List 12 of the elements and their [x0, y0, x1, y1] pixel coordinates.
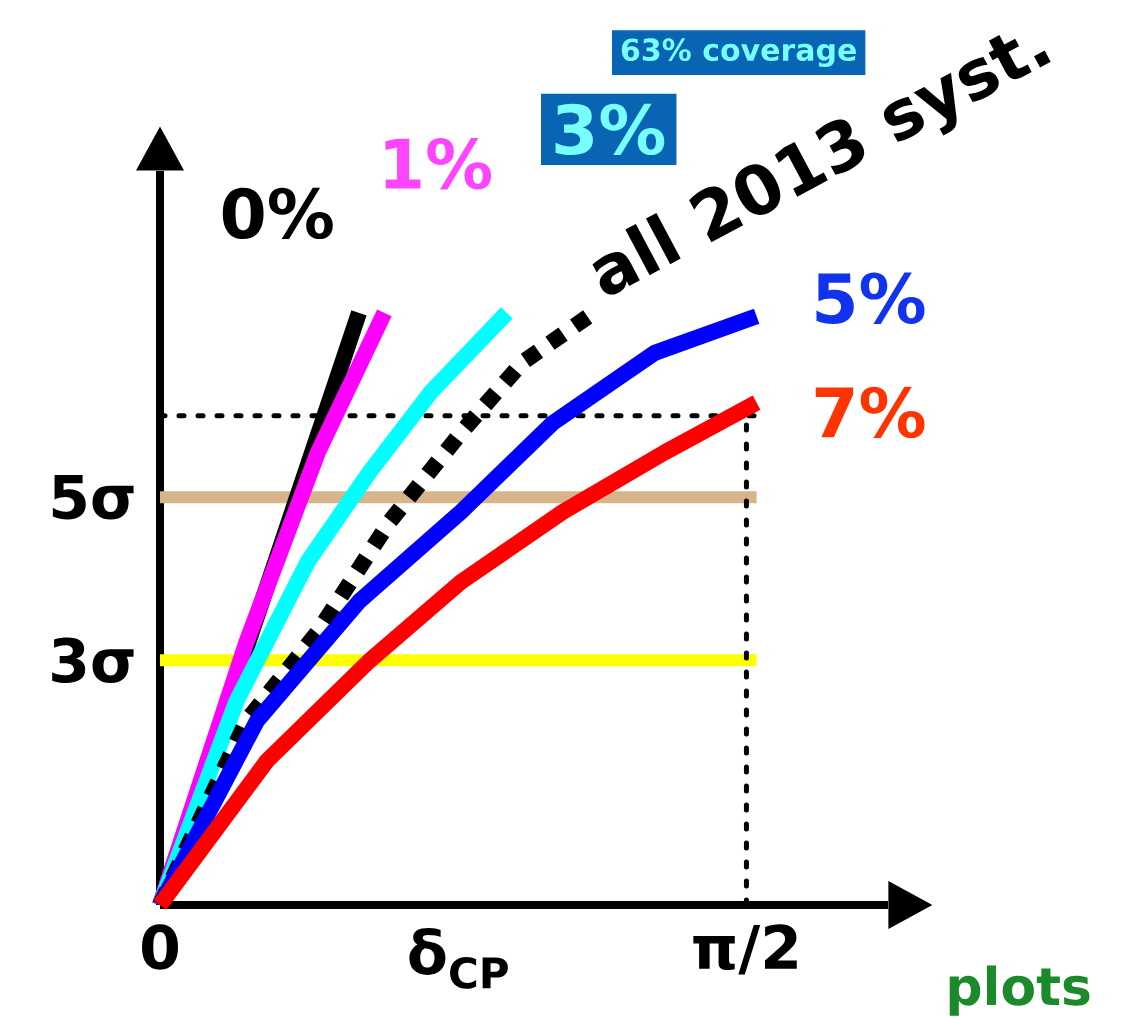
y-tick-label: 3σ	[52, 637, 134, 684]
y-tick-label: 5σ	[52, 474, 134, 520]
x-tick-label: 0	[142, 924, 179, 970]
text: 63% coverage	[621, 38, 856, 68]
x-tick-label: π/2	[693, 924, 797, 975]
x-axis-title: δ$_{CP}$	[409, 928, 508, 989]
text: 3%	[555, 103, 665, 156]
text: plots	[949, 965, 1090, 1016]
series-label: 1%	[385, 137, 492, 190]
series-label: 5%	[816, 272, 925, 324]
series-label: 7%	[815, 386, 925, 439]
series-label: 0%	[222, 187, 333, 240]
